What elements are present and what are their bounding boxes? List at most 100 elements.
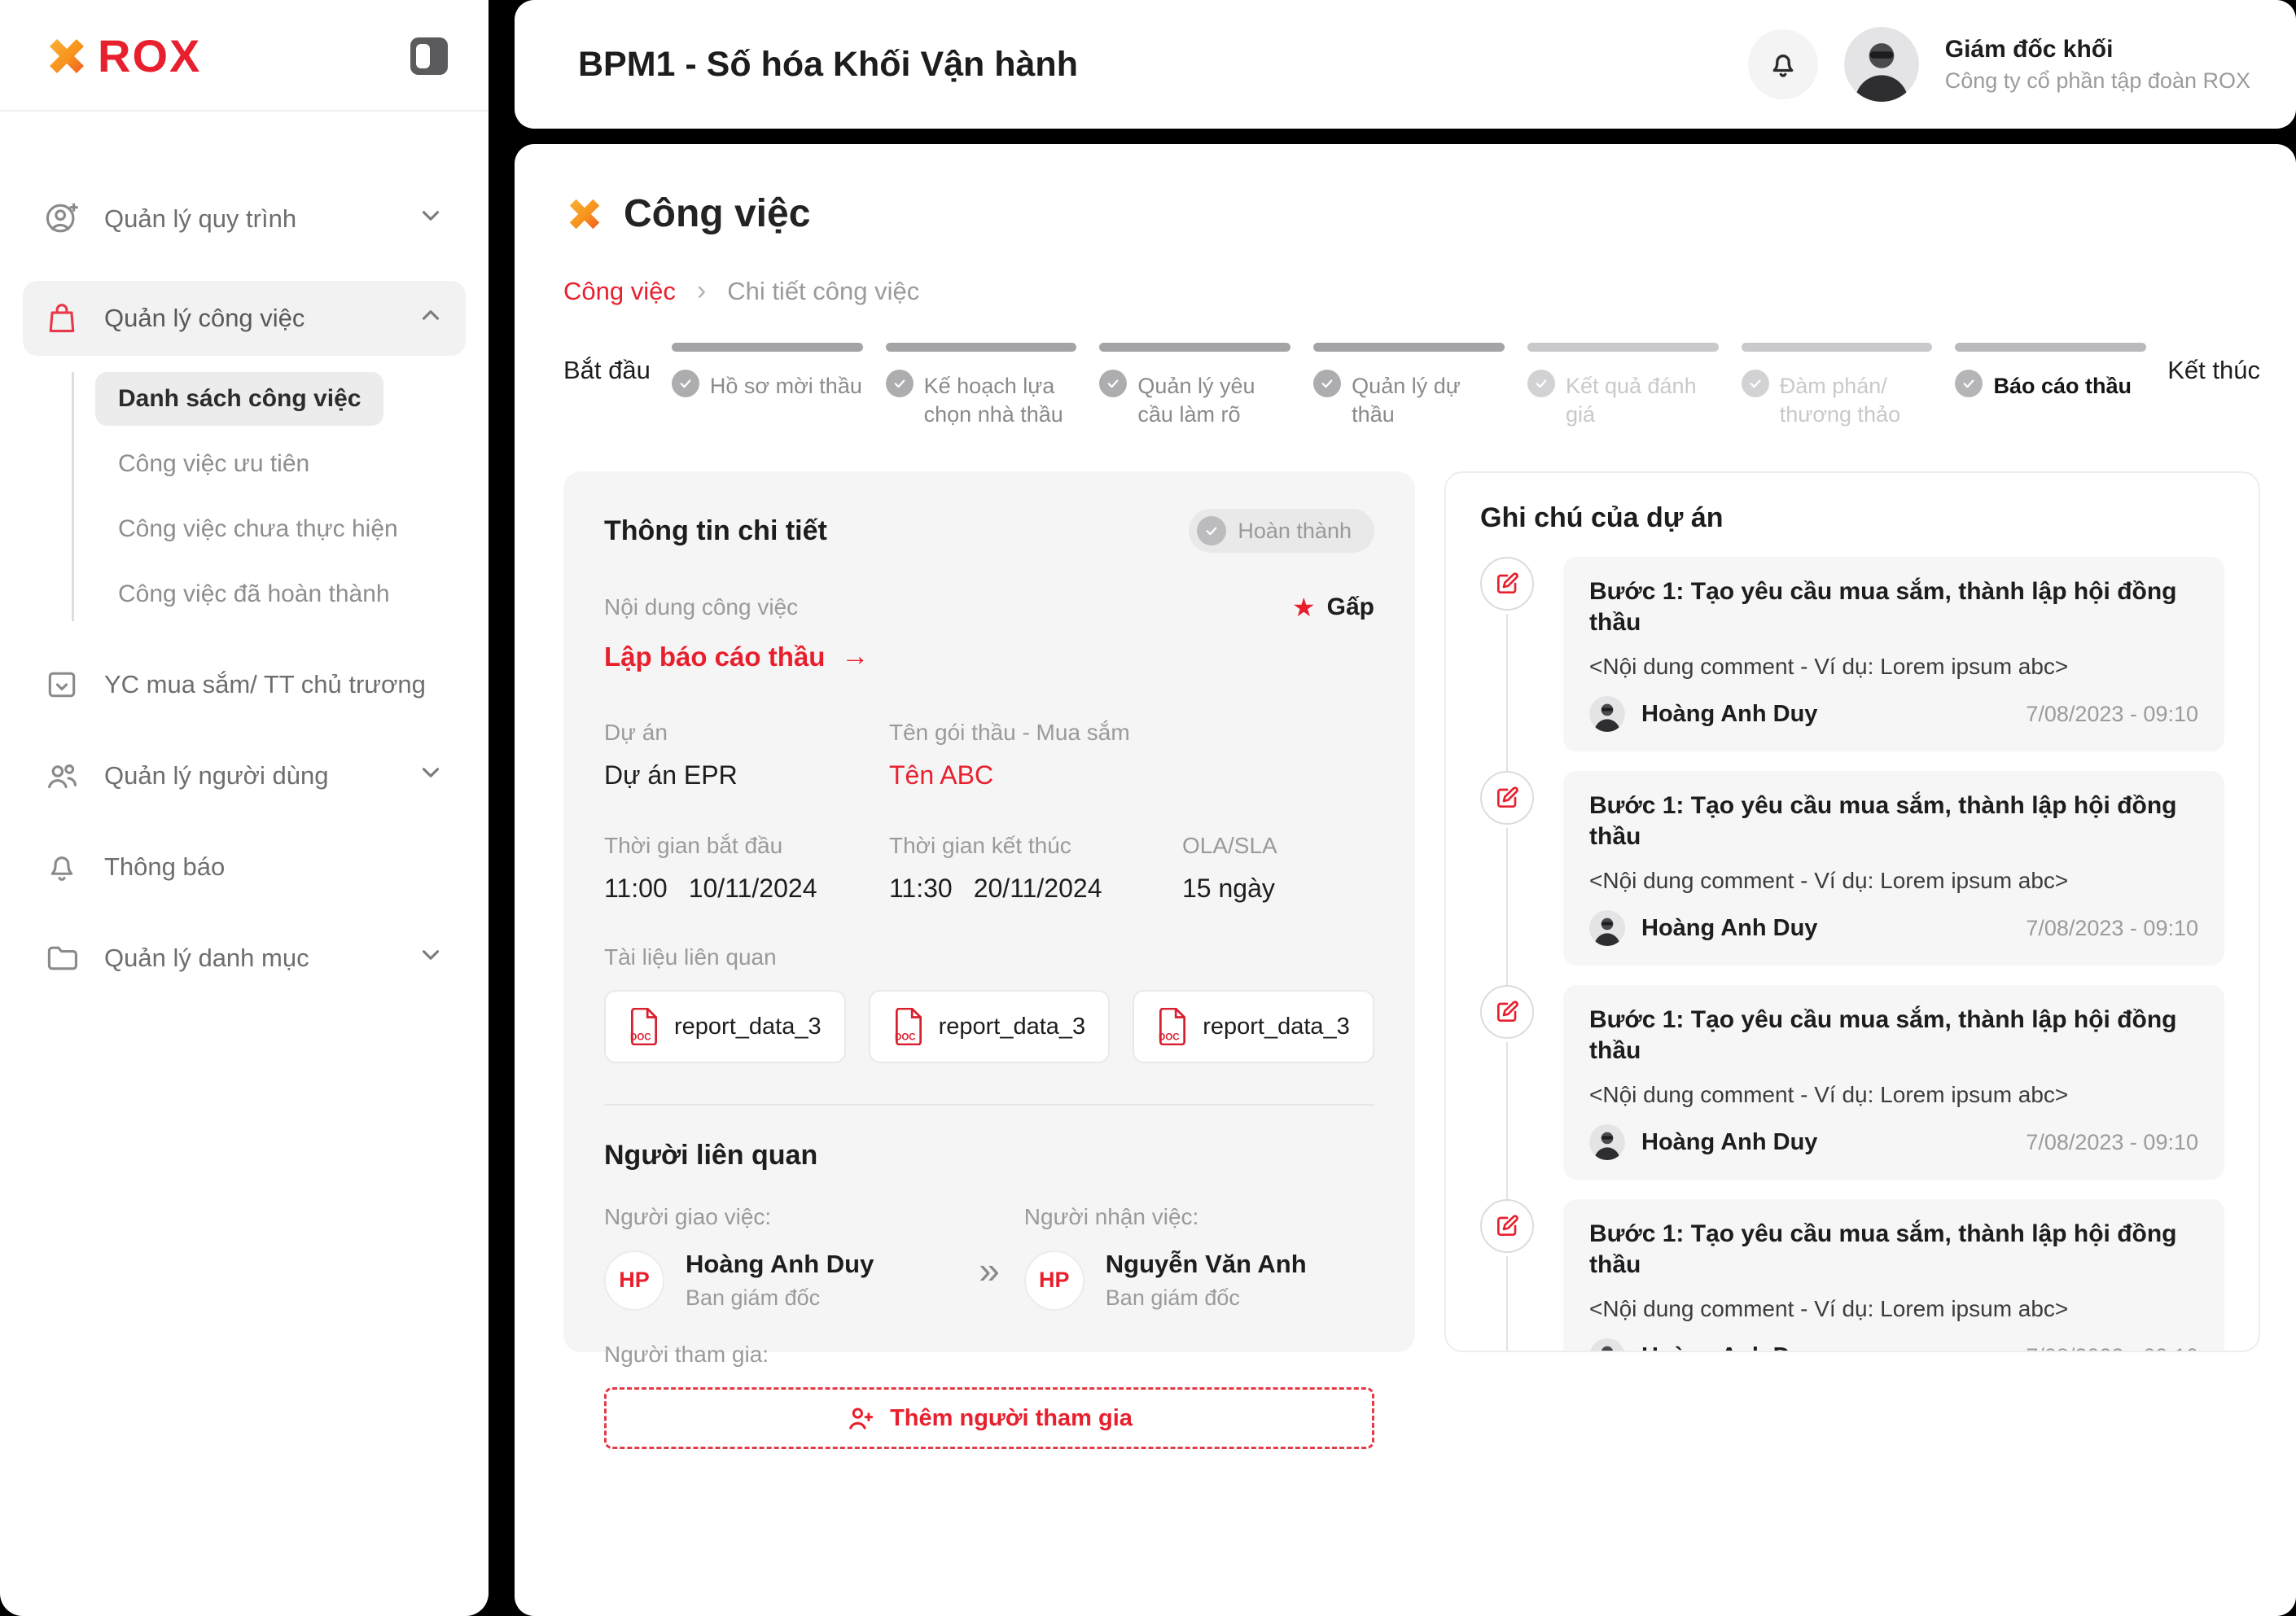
note-card: Bước 1: Tạo yêu cầu mua sắm, thành lập h… [1563,985,2224,1180]
note-author-avatar [1589,910,1625,947]
documents-section: Tài liệu liên quan DOC report_data_3 DOC… [604,944,1374,1064]
bell-icon [44,849,80,885]
note-item: Bước 1: Tạo yêu cầu mua sắm, thành lập h… [1480,557,2224,775]
sidebar-item-label: Quản lý công việc [104,304,305,332]
step-quan-ly-du-thau[interactable]: Quản lý dự thầu [1313,343,1505,429]
rox-x-icon [50,38,84,73]
sidebar: ROX Quản lý quy trình Quản lý công việc [0,0,489,1616]
step-bao-cao-thau[interactable]: Báo cáo thầu [1955,343,2147,429]
document-chip[interactable]: DOC report_data_3 [1133,990,1374,1064]
task-link[interactable]: Lập báo cáo thầu → [604,641,870,672]
chevron-down-icon [417,941,445,975]
notes-panel: Ghi chú của dự án Bước 1: Tạo yêu cầu mu… [1444,471,2260,1353]
sidebar-item-quan-ly-quy-trinh[interactable]: Quản lý quy trình [23,190,466,248]
sidebar-item-label: Quản lý danh mục [104,944,309,972]
note-author-avatar [1589,696,1625,733]
edit-note-button[interactable] [1480,1199,1534,1254]
user-gear-icon [44,201,80,237]
document-chip[interactable]: DOC report_data_3 [868,990,1111,1064]
doc-file-icon: DOC [895,1008,922,1046]
detail-title: Thông tin chi tiết [604,515,827,546]
notifications-button[interactable] [1747,29,1818,99]
bell-icon [1772,55,1794,77]
top-bar-actions: Giám đốc khối Công ty cổ phần tập đoàn R… [1747,27,2250,102]
assignee-avatar: HP [1023,1250,1084,1311]
field-ola-sla: OLA/SLA 15 ngày [1182,833,1277,904]
step-ho-so-moi-thau[interactable]: Hồ sơ mời thầu [671,343,863,429]
sidebar-item-label: Quản lý người dùng [104,761,329,790]
breadcrumb-cong-viec[interactable]: Công việc [563,276,676,305]
divider [604,1104,1374,1106]
assignee-block: Người nhận việc: HP Nguyễn Văn Anh Ban g… [1023,1204,1307,1311]
assigner-avatar: HP [604,1250,664,1311]
double-chevron-icon: » [979,1248,1000,1291]
top-bar: BPM1 - Số hóa Khối Vận hành Giám đốc khố… [515,0,2296,129]
people-section-title: Người liên quan [604,1140,818,1171]
check-icon [1741,370,1769,397]
rox-logo[interactable]: ROX [42,29,201,82]
sidebar-collapse-icon[interactable] [410,37,448,75]
step-ket-qua-danh-gia[interactable]: Kết quả đánh giá [1527,343,1719,429]
edit-note-button[interactable] [1480,985,1534,1040]
participants-label: Người tham gia: [604,1342,769,1368]
sidebar-item-yc-mua-sam[interactable]: YC mua sắm/ TT chủ trương [23,655,466,714]
note-card: Bước 1: Tạo yêu cầu mua sắm, thành lập h… [1563,557,2224,752]
document-chip[interactable]: DOC report_data_3 [604,990,846,1064]
note-card: Bước 1: Tạo yêu cầu mua sắm, thành lập h… [1563,771,2224,966]
sidebar-item-thong-bao[interactable]: Thông báo [23,838,466,896]
page-title-row: Công việc [563,191,2260,236]
breadcrumb-current: Chi tiết công việc [727,276,920,305]
note-item: Bước 1: Tạo yêu cầu mua sắm, thành lập h… [1480,771,2224,989]
check-icon [671,370,699,397]
sidebar-submenu: Danh sách công việc Công việc ưu tiên Cô… [72,372,466,621]
edit-icon [1497,1215,1518,1237]
user-avatar[interactable] [1843,27,1919,102]
step-dam-phan-thuong-thao[interactable]: Đàm phán/ thương thảo [1741,343,1933,429]
check-icon [1313,370,1342,397]
step-bar [1099,343,1291,352]
assignee-dept: Ban giám đốc [1105,1285,1240,1311]
user-company: Công ty cổ phần tập đoàn ROX [1944,68,2250,93]
arrow-right-icon: → [841,641,870,672]
field-project: Dự án Dự án EPR [604,720,738,790]
sidebar-subitem-danh-sach-cong-viec[interactable]: Danh sách công việc [95,372,384,426]
field-start-time: Thời gian bắt đầu 11:00 10/11/2024 [604,833,817,904]
check-icon [1527,370,1555,397]
sidebar-subitem-cong-viec-uu-tien[interactable]: Công việc ưu tiên [118,450,310,477]
step-bar [1527,343,1719,352]
process-stepper: Bắt đầu Hồ sơ mời thầu Kế hoạch lựa chọn… [563,343,2260,429]
sidebar-item-quan-ly-cong-viec[interactable]: Quản lý công việc [23,281,466,356]
check-icon [1099,370,1128,397]
step-quan-ly-yeu-cau[interactable]: Quản lý yêu cầu làm rõ [1099,343,1291,429]
stepper-start-label: Bắt đầu [563,356,651,384]
sidebar-subitem-cong-viec-chua-thuc-hien[interactable]: Công việc chưa thực hiện [118,515,398,542]
note-timestamp: 7/08/2023 - 09:10 [2026,1129,2198,1154]
sidebar-item-quan-ly-nguoi-dung[interactable]: Quản lý người dùng [23,747,466,805]
notes-title: Ghi chú của dự án [1480,502,1724,534]
user-role: Giám đốc khối [1944,36,2114,63]
content-row: Thông tin chi tiết Hoàn thành Nội dung c… [563,471,2260,1450]
content-label: Nội dung công việc [604,594,799,620]
detail-card: Thông tin chi tiết Hoàn thành Nội dung c… [563,471,1415,1450]
page-title: Công việc [624,192,811,235]
sidebar-subitem-cong-viec-da-hoan-thanh[interactable]: Công việc đã hoàn thành [118,580,390,607]
sidebar-header: ROX [0,0,489,112]
note-author-name: Hoàng Anh Duy [1641,1343,1817,1351]
users-icon [44,758,80,794]
star-icon: ★ [1291,593,1316,623]
package-link[interactable]: Tên ABC [889,760,994,790]
folder-icon [44,940,80,976]
status-badge: Hoàn thành [1189,509,1374,554]
note-card: Bước 1: Tạo yêu cầu mua sắm, thành lập h… [1563,1199,2224,1351]
sidebar-item-quan-ly-danh-muc[interactable]: Quản lý danh mục [23,929,466,988]
notes-timeline: Bước 1: Tạo yêu cầu mua sắm, thành lập h… [1480,557,2224,1351]
edit-note-button[interactable] [1480,557,1534,611]
edit-note-button[interactable] [1480,771,1534,826]
add-participant-button[interactable]: Thêm người tham gia [604,1387,1374,1450]
note-author-avatar [1589,1124,1625,1161]
step-ke-hoach-lua-chon[interactable]: Kế hoạch lựa chọn nhà thầu [885,343,1077,429]
check-icon [1955,370,1983,397]
person-plus-icon [849,1408,874,1430]
status-badge-label: Hoàn thành [1238,518,1352,543]
